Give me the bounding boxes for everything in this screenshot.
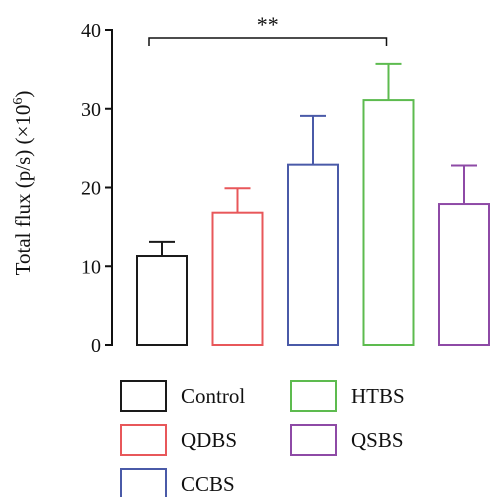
y-tick-label: 20 [81,178,101,200]
bar-control [136,255,188,347]
legend-swatch [290,380,337,412]
significance-label: ** [257,12,279,37]
bar-htbs [362,99,415,347]
legend-item-htbs: HTBS [290,380,405,412]
legend-label: QDBS [181,428,237,452]
legend-label: CCBS [181,472,235,496]
bar-ccbs [287,163,339,346]
legend-swatch [120,424,167,456]
y-tick-label: 10 [81,256,101,278]
legend-swatch [120,380,167,412]
bar-qsbs [438,203,490,346]
legend-swatch [290,424,337,456]
legend-item-qsbs: QSBS [290,424,404,456]
legend: Control QDBS CCBS HTBS QSBS [120,380,405,497]
significance-line [148,37,388,46]
legend-item-ccbs: CCBS [120,468,235,497]
legend-label: HTBS [351,384,405,408]
y-tick-label: 40 [81,20,101,42]
significance-bracket: ** [148,12,388,46]
legend-swatch [120,468,167,497]
y-tick-label: 30 [81,99,101,121]
bar-qdbs [211,211,264,346]
y-axis-label: Total flux (p/s) (×106) [11,91,35,276]
legend-item-qdbs: QDBS [120,424,237,456]
legend-label: Control [181,384,245,408]
y-tick-label: 0 [91,335,101,357]
y-axis: 0 10 20 30 40 [81,20,113,357]
legend-item-control: Control [120,380,245,412]
legend-label: QSBS [351,428,404,452]
error-bars [149,62,477,257]
